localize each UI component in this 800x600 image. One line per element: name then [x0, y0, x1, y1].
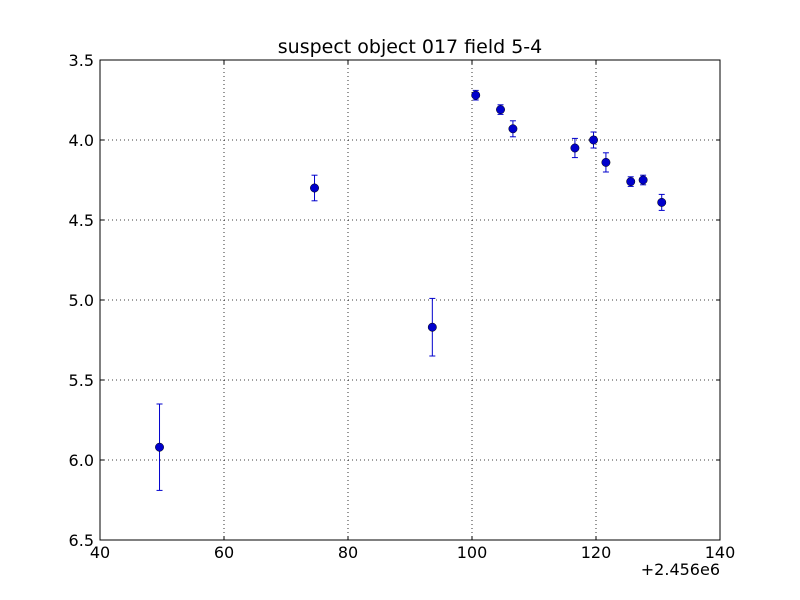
x-tick-label: 80: [338, 543, 358, 562]
y-tick-label: 4.5: [69, 211, 94, 230]
data-point: [496, 105, 505, 115]
x-tick-label: 60: [214, 543, 234, 562]
y-tick-label: 6.5: [69, 531, 94, 550]
x-tick-labels: 40 60 80 100 120 140: [90, 543, 735, 562]
data-point: [427, 322, 437, 332]
y-tick-label: 4.0: [69, 131, 94, 150]
data-point: [601, 157, 611, 167]
data-point: [570, 143, 580, 153]
data-point: [471, 90, 481, 100]
y-tick-label: 3.5: [69, 51, 94, 70]
x-tick-label: 40: [90, 543, 110, 562]
y-tick-label: 5.0: [69, 291, 94, 310]
data-point: [626, 177, 636, 187]
data-point: [657, 197, 667, 207]
y-tick-label: 6.0: [69, 451, 94, 470]
x-tick-label: 140: [705, 543, 736, 562]
data-point: [508, 124, 518, 134]
axis-ticks: [99, 59, 721, 541]
data-points: [155, 90, 667, 452]
data-point: [310, 183, 319, 193]
x-axis-offset-label: +2.456e6: [641, 560, 720, 579]
data-point: [589, 135, 598, 145]
y-tick-label: 5.5: [69, 371, 94, 390]
chart-title: suspect object 017 field 5-4: [278, 36, 543, 58]
data-point: [155, 442, 164, 452]
data-point: [638, 175, 648, 185]
grid-lines: [100, 60, 720, 540]
y-tick-labels: 3.5 4.0 4.5 5.0 5.5 6.0 6.5: [69, 51, 94, 550]
x-tick-label: 100: [457, 543, 488, 562]
x-tick-label: 120: [581, 543, 612, 562]
